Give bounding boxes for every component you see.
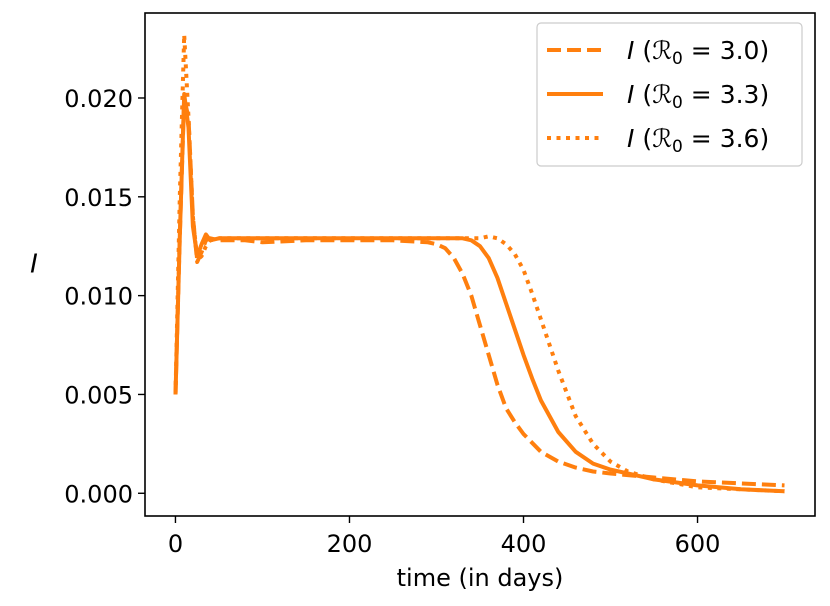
y-tick-label: 0.000 [64, 480, 133, 508]
series-line-3 [173, 32, 785, 494]
y-tick-label: 0.005 [64, 381, 133, 409]
legend-label: I (ℛ0 = 3.0) [627, 36, 769, 69]
series-line-2 [173, 92, 785, 494]
x-axis-ticks: 0 200 400 600 [168, 516, 721, 558]
x-axis-label: time (in days) [397, 564, 564, 592]
y-tick-label: 0.020 [64, 85, 133, 113]
axes-frame [144, 12, 816, 517]
y-axis-ticks: 0.000 0.005 0.010 0.015 0.020 [64, 85, 145, 508]
y-tick-label: 0.015 [64, 184, 133, 212]
x-tick-label: 600 [675, 530, 721, 558]
x-tick-label: 400 [501, 530, 547, 558]
x-tick-label: 200 [327, 530, 373, 558]
legend-box [536, 22, 803, 167]
legend: I (ℛ0 = 3.0) I (ℛ0 = 3.3) I (ℛ0 = 3.6) [536, 22, 803, 167]
y-axis-label: I [30, 250, 38, 280]
x-tick-label: 0 [168, 530, 183, 558]
legend-label: I (ℛ0 = 3.6) [627, 124, 769, 157]
legend-item: I (ℛ0 = 3.3) [547, 80, 769, 113]
y-tick-label: 0.010 [64, 283, 133, 311]
legend-label: I (ℛ0 = 3.3) [627, 80, 769, 113]
plot-lines [173, 32, 785, 494]
series-line-1 [173, 96, 785, 488]
legend-item: I (ℛ0 = 3.6) [547, 124, 769, 157]
legend-item: I (ℛ0 = 3.0) [547, 36, 769, 69]
